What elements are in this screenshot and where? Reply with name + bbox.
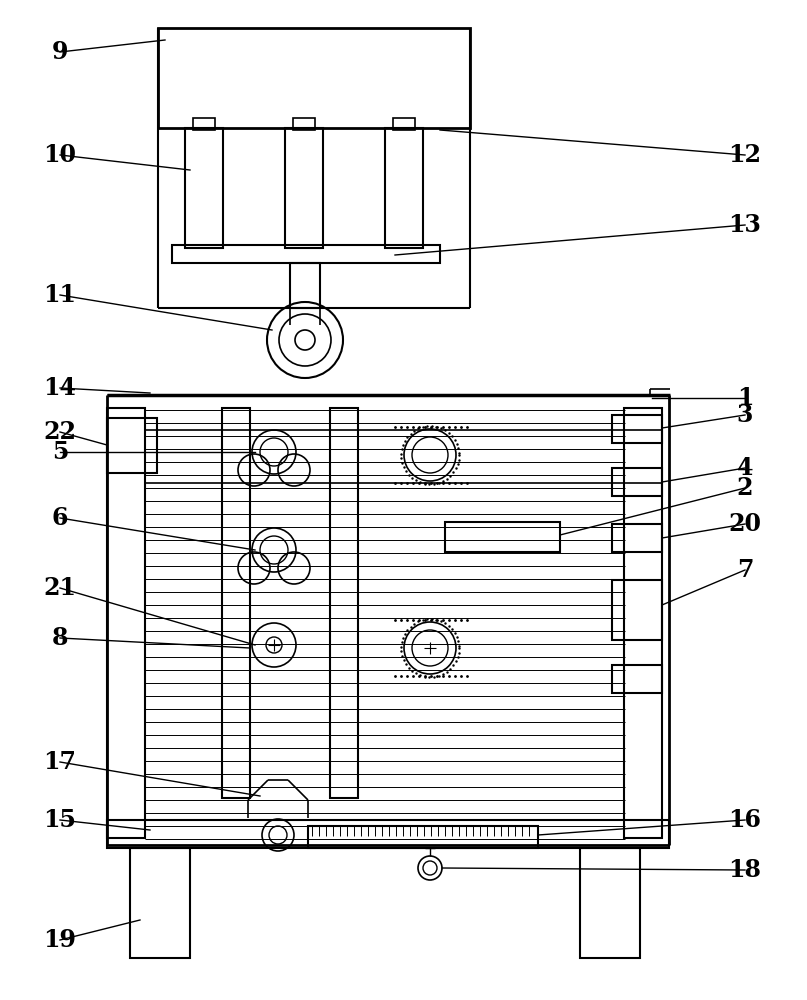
Bar <box>612 415 662 443</box>
Bar <box>193 118 215 130</box>
Bar <box>612 580 662 640</box>
Bar <box>612 665 662 693</box>
Text: 3: 3 <box>737 403 753 427</box>
Bar <box>293 118 315 130</box>
Text: 14: 14 <box>44 376 77 400</box>
Bar <box>580 848 640 958</box>
Text: 2: 2 <box>737 476 753 500</box>
Text: 12: 12 <box>729 143 762 167</box>
Bar <box>107 418 157 473</box>
Text: 7: 7 <box>737 558 753 582</box>
Text: 15: 15 <box>44 808 77 832</box>
Bar <box>624 408 662 838</box>
Text: 11: 11 <box>44 283 77 307</box>
Text: 13: 13 <box>729 213 762 237</box>
Bar <box>107 408 145 838</box>
Text: 22: 22 <box>44 420 77 444</box>
Text: 10: 10 <box>44 143 77 167</box>
Text: 1: 1 <box>737 386 753 410</box>
Text: 5: 5 <box>52 440 68 464</box>
Bar <box>158 28 470 128</box>
Bar <box>222 408 250 798</box>
Bar <box>130 848 190 958</box>
Bar <box>285 128 323 248</box>
Text: 17: 17 <box>44 750 77 774</box>
Text: 21: 21 <box>44 576 77 600</box>
Bar <box>612 468 662 496</box>
Bar <box>612 524 662 552</box>
Bar <box>393 118 415 130</box>
Bar <box>330 408 358 798</box>
Text: 8: 8 <box>52 626 69 650</box>
Text: 4: 4 <box>737 456 753 480</box>
Text: 18: 18 <box>729 858 762 882</box>
Bar <box>107 820 669 848</box>
Text: 6: 6 <box>52 506 69 530</box>
Bar <box>172 245 440 263</box>
Bar <box>290 263 320 308</box>
Bar <box>445 522 560 552</box>
Text: 9: 9 <box>52 40 69 64</box>
Bar <box>308 826 538 848</box>
Bar <box>185 128 223 248</box>
Text: 19: 19 <box>44 928 77 952</box>
Text: 16: 16 <box>729 808 762 832</box>
Bar <box>385 128 423 248</box>
Text: 20: 20 <box>729 512 762 536</box>
